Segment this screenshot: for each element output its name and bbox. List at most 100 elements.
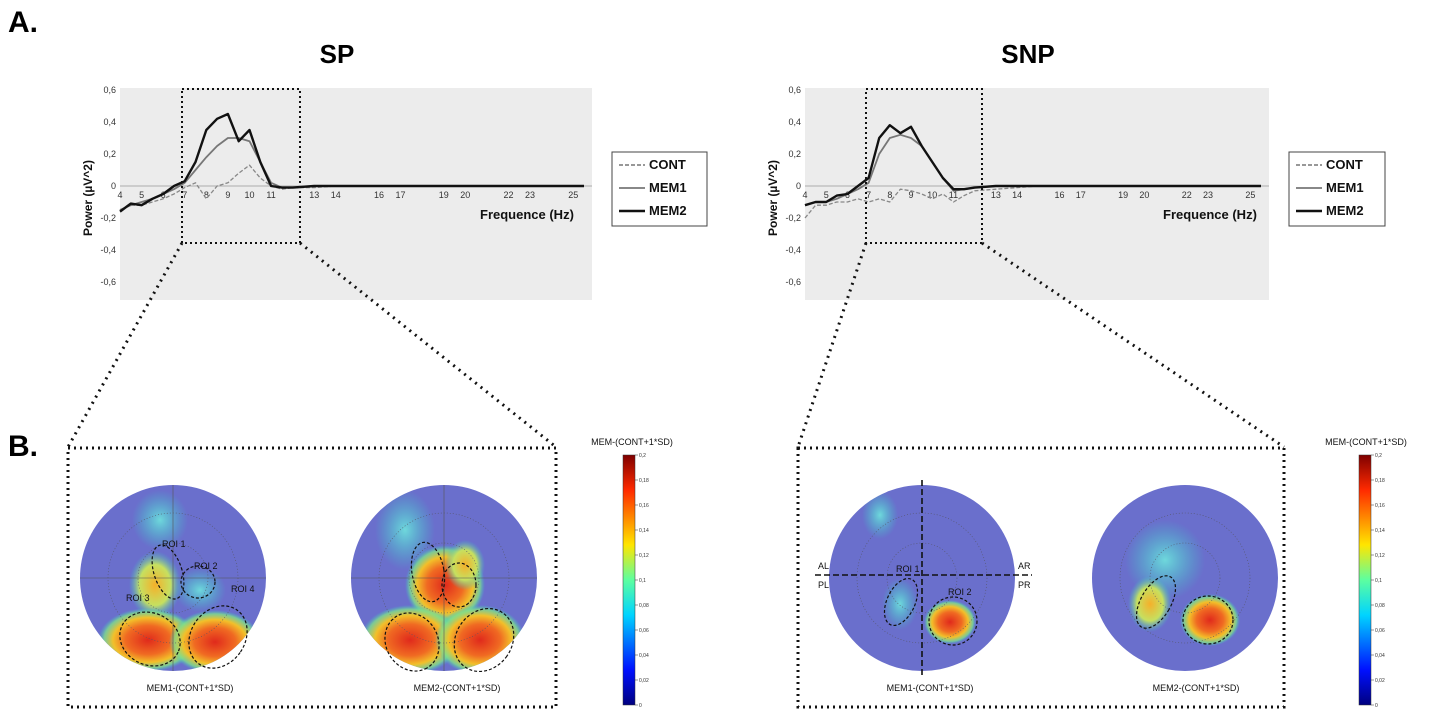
x-tick-label: 10 [927, 190, 937, 200]
topomap-snp-mem2: MEM2-(CONT+1*SD) [1092, 485, 1278, 693]
colorbar-tick-label: 0,04 [1375, 653, 1385, 659]
y-tick-label: -0,4 [100, 245, 116, 255]
chart-sp-series [119, 112, 584, 213]
x-tick-label: 5 [824, 190, 829, 200]
sp-topomap-frame [66, 446, 558, 709]
y-tick-label: 0,4 [103, 117, 116, 127]
chart-snp-y-label: Power (µV^2) [766, 160, 780, 236]
x-tick-label: 23 [525, 190, 535, 200]
x-tick-label: 13 [309, 190, 319, 200]
panel-label-b: B. [8, 430, 38, 463]
colorbar-title: MEM-(CONT+1*SD) [1325, 437, 1407, 447]
quadrant-pr: PR [1018, 580, 1031, 590]
chart-sp-y-ticks: 0,6 0,4 0,2 0 -0,2 -0,4 -0,6 [100, 85, 116, 287]
colorbar-tick-label: 0,02 [639, 678, 649, 684]
series-line-cont [804, 185, 1261, 219]
topomap-caption: MEM2-(CONT+1*SD) [1153, 683, 1240, 693]
x-tick-label: 4 [117, 190, 122, 200]
y-tick-label: 0,4 [788, 117, 801, 127]
colorbar-tick-label: 0,12 [1375, 553, 1385, 559]
chart-sp-y-label: Power (µV^2) [81, 160, 95, 236]
colorbar-tick-label: 0,08 [639, 603, 649, 609]
x-tick-label: 20 [1139, 190, 1149, 200]
colorbar-tick-label: 0 [1375, 703, 1378, 709]
legend-label-mem1: MEM1 [649, 180, 687, 195]
roi-outlines [1135, 575, 1234, 645]
topomap-sp-mem1: ROI 1 ROI 2 ROI 3 ROI 4 MEM1-(CONT+1*SD) [80, 485, 266, 693]
topomap-sp-mem2: MEM2-(CONT+1*SD) [351, 485, 537, 693]
colorbar-tick-label: 0,08 [1375, 603, 1385, 609]
x-tick-label: 17 [396, 190, 406, 200]
x-tick-label: 10 [244, 190, 254, 200]
quadrant-al: AL [818, 561, 829, 571]
series-line-mem2 [119, 112, 584, 213]
roi-label-2: ROI 2 [948, 587, 972, 597]
colorbar-tick-label: 0,12 [639, 553, 649, 559]
chart-snp: SNP 0,60,40,20-0,2-0,4-0,6 4 5 6 7 8 9 10 11 13 1… [766, 39, 1386, 300]
x-tick-label: 7 [182, 190, 187, 200]
colorbar-tick-label: 0,14 [1375, 528, 1385, 534]
y-tick-label: -0,6 [785, 277, 801, 287]
y-tick-label: 0,2 [103, 149, 116, 159]
colorbar-tick-label: 0,16 [1375, 503, 1385, 509]
chart-snp-y-ticks: 0,6 0,4 0,2 0 -0,2 -0,4 -0,6 [785, 85, 801, 287]
y-tick-label: 0 [796, 181, 801, 191]
y-tick-label: -0,4 [785, 245, 801, 255]
colorbar-tick-label: 0 [639, 703, 642, 709]
colorbar-tick-label: 0,04 [639, 653, 649, 659]
chart-snp-plot-area [805, 88, 1269, 300]
y-tick-label: 0,6 [103, 85, 116, 95]
x-tick-label: 13 [991, 190, 1001, 200]
panel-label-a: A. [8, 6, 38, 39]
chart-sp-x-label: Frequence (Hz) [480, 207, 574, 222]
y-tick-label: 0,2 [788, 149, 801, 159]
colorbar-tick-label: 0,18 [1375, 478, 1385, 484]
colorbar-tick-label: 0,1 [639, 578, 646, 584]
x-tick-label: 11 [266, 190, 275, 200]
colorbar-tick-label: 0,2 [1375, 453, 1382, 459]
colorbar-tick-label: 0,14 [639, 528, 649, 534]
roi-outlines [384, 541, 515, 673]
chart-sp-legend [611, 151, 708, 227]
colorbar-tick-label: 0,2 [639, 453, 646, 459]
colorbar-tick-label: 0,02 [1375, 678, 1385, 684]
topomap-caption: MEM1-(CONT+1*SD) [887, 683, 974, 693]
x-tick-label: 25 [568, 190, 578, 200]
x-tick-label: 14 [331, 190, 341, 200]
series-line-mem2 [804, 124, 1261, 207]
x-tick-label: 16 [374, 190, 384, 200]
roi-label-3: ROI 3 [126, 593, 150, 603]
colorbar-tick-label: 0,16 [639, 503, 649, 509]
chart-snp-title: SNP [1001, 39, 1054, 69]
x-tick-label: 22 [503, 190, 513, 200]
chart-sp-zoom-box [181, 88, 301, 244]
x-tick-label: 22 [1182, 190, 1192, 200]
x-tick-label: 25 [1245, 190, 1255, 200]
quadrant-ar: AR [1018, 561, 1031, 571]
legend-label-mem1: MEM1 [1326, 180, 1364, 195]
topomap-snp-mem1: ROI 1 ROI 2 AL AR PL PR MEM1-(CONT+1*SD) [815, 480, 1032, 693]
legend-label-cont: CONT [649, 157, 686, 172]
x-tick-label: 9 [225, 190, 230, 200]
colorbar-title: MEM-(CONT+1*SD) [591, 437, 673, 447]
x-tick-label: 23 [1203, 190, 1213, 200]
roi-label-2: ROI 2 [194, 561, 218, 571]
x-tick-label: 19 [439, 190, 449, 200]
chart-sp: SP 0,60,40,20-0,2-0,4-0,6 4 5 6 7 8 9 10 11 13 14… [81, 39, 708, 300]
x-tick-label: 16 [1055, 190, 1065, 200]
chart-sp-plot-area [120, 88, 592, 300]
x-tick-label: 7 [866, 190, 871, 200]
legend-label-mem2: MEM2 [649, 203, 687, 218]
x-tick-label: 17 [1076, 190, 1086, 200]
x-tick-label: 8 [204, 190, 209, 200]
roi-outlines [119, 544, 248, 669]
quadrant-pl: PL [818, 580, 829, 590]
roi-outlines [883, 577, 978, 646]
chart-sp-x-ticks: 4 5 6 7 8 9 10 11 13 14 16 17 19 20 22 23 25 [117, 190, 578, 200]
colorbar-snp: MEM-(CONT+1*SD) 0,2 0,18 0,16 0,14 0,12 0,1 0,… [1325, 437, 1407, 709]
chart-snp-x-label: Frequence (Hz) [1163, 207, 1257, 222]
x-tick-label: 14 [1012, 190, 1022, 200]
x-tick-label: 20 [460, 190, 470, 200]
x-tick-label: 5 [139, 190, 144, 200]
